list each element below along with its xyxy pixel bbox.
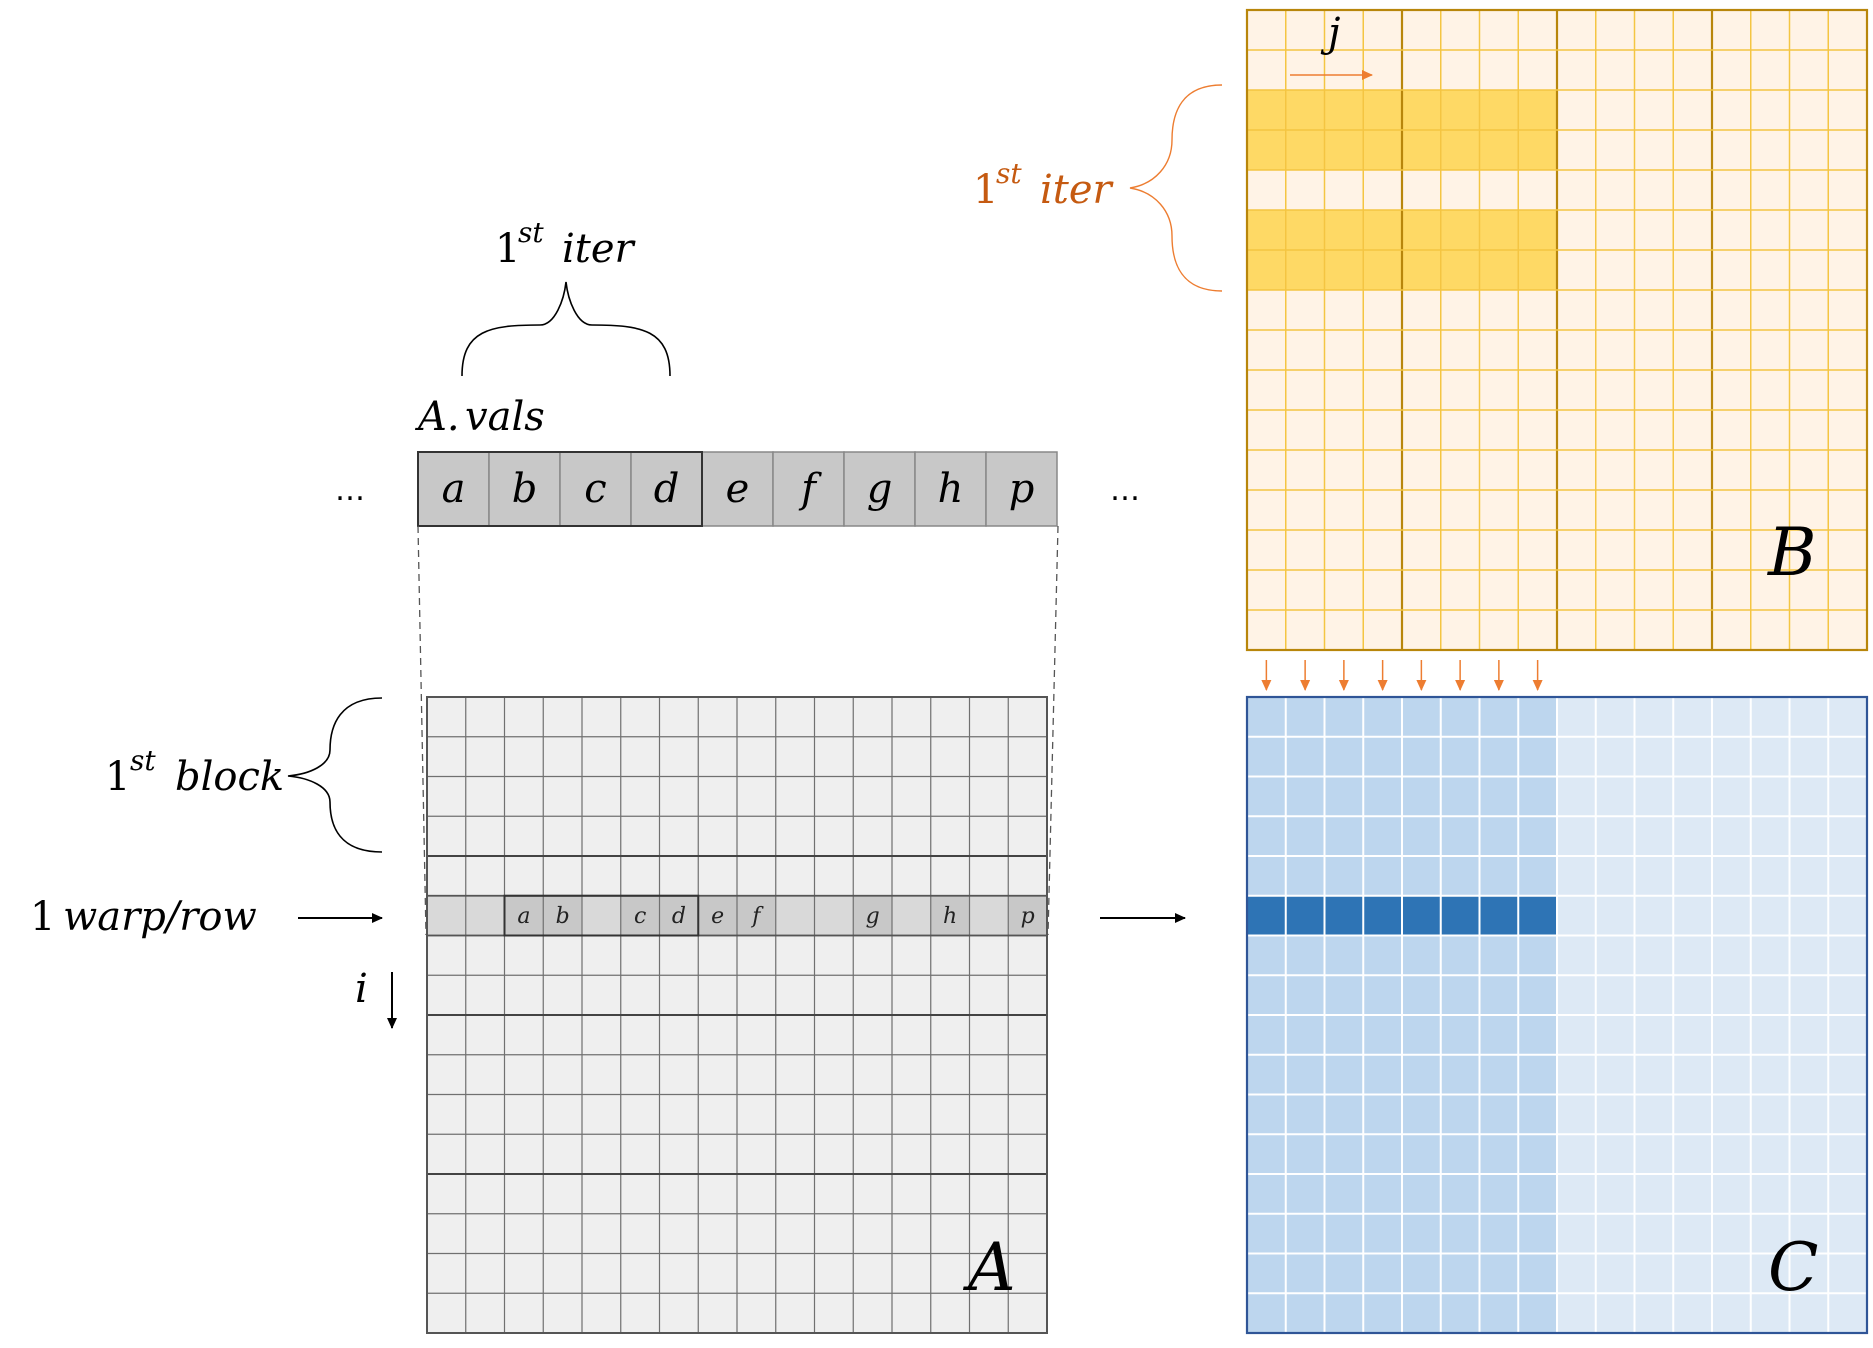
matrix-a-nonzero-cell [737, 895, 776, 936]
vals-label-sub: vals [465, 394, 545, 440]
matrix-a-entry-letter: d [672, 904, 686, 929]
matrix-b-label: B [1767, 514, 1817, 591]
block-brace [287, 697, 383, 853]
matrix-c [1245, 695, 1869, 1335]
b-to-c-arrows [1261, 660, 1543, 691]
vals-cell-letter: a [442, 466, 466, 512]
vals-cell-letter: h [938, 466, 964, 512]
vals-cell [985, 451, 1058, 527]
matrix-a-nonzero-cell [659, 895, 699, 936]
vals-cell-letter: d [654, 466, 680, 512]
matrix-a-row-outline [426, 894, 1048, 937]
matrix-a-entry-letter: p [1021, 904, 1035, 929]
matrix-a-nonzero-cell [853, 895, 892, 936]
iter-label-b-word: iter [1040, 167, 1115, 213]
vals-cell [488, 451, 561, 527]
index-i-label: i [355, 966, 368, 1012]
block-label-num: 1 [105, 754, 130, 800]
matrix-a-entry-letter: a [517, 904, 530, 929]
matrix-a-border [426, 696, 1048, 1334]
matrix-a-entry-letter: e [711, 904, 724, 929]
block-label-word: block [175, 754, 284, 800]
iter-label-b: 1 st iter [973, 157, 1115, 213]
iter-label-b-num: 1 [973, 167, 998, 213]
iter-brace-a [461, 281, 671, 377]
projection-line-right [1047, 525, 1059, 936]
iter-label-b-sup: st [996, 157, 1022, 190]
vals-ellipsis-left: … [335, 473, 365, 508]
iter-label-word: iter [562, 226, 637, 272]
matrix-a-label: A [962, 1229, 1016, 1306]
vals-cell [701, 451, 774, 527]
matrix-a-nonzero-cell [930, 895, 970, 936]
matrix-a-entry-letter: h [943, 904, 957, 929]
matrix-a-entry-letter: c [634, 904, 646, 929]
matrix-a-entry-letter: b [556, 904, 570, 929]
matrix-a-nonzero-cell [504, 895, 544, 936]
matrix-c-label: C [1768, 1229, 1819, 1306]
matrix-a-nonzero-cell [620, 895, 660, 936]
vals-cell-letter: b [512, 466, 538, 512]
matrix-c-border [1245, 695, 1869, 1335]
projection-line-left [417, 525, 427, 936]
vals-label: A. vals [414, 394, 545, 440]
iter-label-sup: st [518, 216, 544, 249]
warp-label-num: 1 [30, 894, 55, 940]
iter-label-a: 1 st iter [495, 216, 637, 272]
block-label-sup: st [130, 744, 156, 777]
block-label: 1 st block [105, 744, 284, 800]
matrix-b [1245, 8, 1869, 652]
matrix-a-nonzero-cell [543, 895, 582, 936]
warp-label-word: warp/row [63, 894, 257, 940]
vals-cell-letter: e [726, 466, 750, 512]
iter-label-num: 1 [495, 226, 520, 272]
matrix-b-border [1245, 8, 1869, 652]
vals-cell-letter: c [584, 466, 606, 512]
matrix-a-nonzero-cell [698, 895, 737, 936]
vals-cell-letter: p [1009, 466, 1035, 512]
iter-brace-b [1129, 84, 1223, 292]
vals-iter-outline [417, 451, 703, 527]
vals-label-main: A. [414, 394, 460, 440]
vals-ellipsis-right: … [1110, 473, 1140, 508]
matrix-a-iter-outline [503, 894, 700, 937]
matrix-a-nonzero-cell [1008, 895, 1047, 936]
warp-label: 1 warp/row [30, 894, 257, 940]
vals-cell [914, 451, 987, 527]
matrix-a-entry-letter: g [866, 904, 880, 929]
vals-cell-letter: g [867, 466, 893, 512]
vals-cell [417, 451, 490, 527]
vals-cell [772, 451, 845, 527]
